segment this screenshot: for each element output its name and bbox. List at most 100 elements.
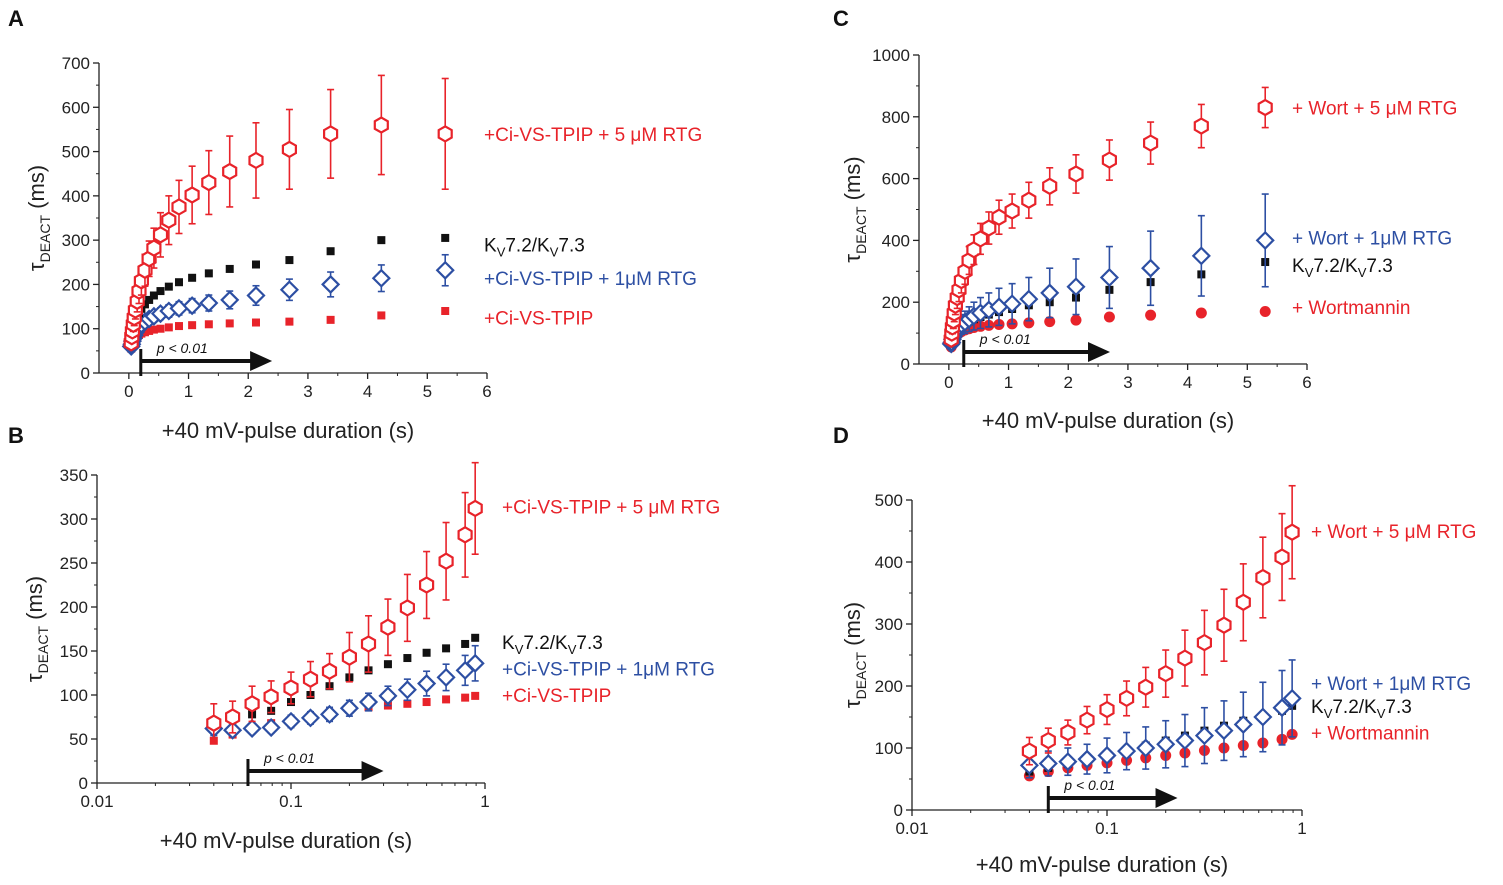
data-point: [1021, 191, 1037, 209]
data-point: [471, 691, 480, 700]
data-point: [467, 499, 483, 518]
x-axis-title: +40 mV-pulse duration (s): [976, 852, 1229, 877]
series--wort-1-m-rtg: [1019, 659, 1302, 779]
data-point: [1103, 311, 1115, 323]
data-point: [145, 326, 154, 335]
x-tick-label: 6: [482, 382, 491, 401]
y-tick-label: 0: [901, 355, 910, 374]
legend-rest: 7.3: [1385, 697, 1411, 718]
data-point: [1191, 246, 1211, 266]
data-point: [436, 667, 456, 687]
legend-subscript: V: [1377, 706, 1386, 721]
x-tick-label: 1: [480, 792, 489, 811]
data-point: [1099, 700, 1115, 719]
legend-rest: 7.2: [523, 633, 549, 654]
y-tick-label: 0: [79, 774, 88, 793]
legend-subscript: V: [515, 642, 524, 657]
y-axis-title-unit: (ms): [840, 156, 865, 206]
panel-d: D 0 100 200 300 400 500 0.01 0.1 1 +40 mV-pulse du…: [833, 423, 1476, 877]
x-tick-label: 1: [1004, 373, 1013, 392]
panel-letter: C: [833, 6, 849, 31]
data-point: [146, 239, 162, 257]
data-point: [222, 162, 238, 181]
data-point: [1004, 202, 1020, 220]
y-tick-label: 800: [882, 108, 910, 127]
data-point: [465, 653, 485, 673]
series--ci-vs-tpip-1-m-rtg: [204, 644, 485, 740]
x-tick-label: 1: [1297, 819, 1306, 838]
legend-subscript: V: [497, 245, 506, 260]
data-point: [442, 644, 451, 653]
data-point: [1040, 731, 1056, 750]
data-point: [360, 635, 377, 653]
data-point: [1282, 688, 1302, 708]
data-point: [152, 226, 169, 244]
data-point: [156, 287, 165, 296]
data-point: [1118, 689, 1135, 708]
data-point: [323, 125, 339, 143]
data-point: [383, 660, 392, 669]
data-point: [435, 260, 455, 280]
data-point: [225, 264, 234, 273]
y-axis-title: τDEACT (ms): [840, 602, 869, 708]
data-point: [1145, 309, 1157, 321]
y-axis-title: τDEACT (ms): [840, 156, 869, 262]
data-point: [1284, 523, 1300, 541]
data-point: [1175, 731, 1195, 751]
legend-rest: 7.3: [1366, 256, 1392, 277]
data-point: [204, 269, 213, 278]
data-point: [1196, 633, 1213, 652]
data-point: [188, 321, 197, 330]
legend-rest: 7.3: [558, 236, 584, 257]
data-point: [397, 680, 417, 700]
legend-label: +Ci-VS-TPIP + 5 μM RTG: [502, 498, 720, 519]
x-tick-label: 3: [303, 382, 312, 401]
data-point: [263, 688, 279, 706]
x-tick-label: 2: [1063, 373, 1072, 392]
data-point: [182, 296, 202, 316]
x-tick-label: 0.01: [80, 792, 113, 811]
data-point: [1038, 753, 1058, 774]
legend-rest: 7.2: [1332, 697, 1358, 718]
legend-label: KV7.2/KV7.3: [502, 633, 603, 657]
data-point: [261, 718, 281, 738]
data-point: [1002, 294, 1022, 314]
series--ci-vs-tpip-5-m-rtg: [206, 461, 483, 744]
y-tick-label: 400: [882, 231, 910, 250]
data-point: [285, 317, 294, 326]
data-point: [156, 324, 165, 333]
data-point: [399, 599, 415, 617]
legend-label: + Wort + 1μM RTG: [1311, 674, 1471, 695]
data-point: [1141, 258, 1161, 278]
legend-label: +Ci-VS-TPIP: [484, 309, 593, 330]
y-axis-title-symbol: τ: [840, 254, 865, 263]
legend-label: + Wort + 1μM RTG: [1292, 228, 1452, 249]
y-axis-title-symbol: τ: [840, 699, 865, 708]
data-point: [164, 323, 173, 332]
series--ci-vs-tpip-5-m-rtg: [123, 74, 453, 352]
data-point: [1193, 117, 1209, 135]
data-point: [251, 318, 260, 327]
legend-label: + Wortmannin: [1292, 298, 1410, 319]
data-point: [1274, 548, 1290, 566]
data-point: [358, 692, 379, 712]
data-point: [1058, 752, 1078, 772]
x-axis-title: +40 mV-pulse duration (s): [982, 408, 1235, 433]
data-point: [1060, 723, 1076, 742]
panel-a: A 0 100 200 300 400 500 600 700 0 1 2 3 4 5 6 +40 mV-pul…: [8, 6, 702, 443]
data-point: [220, 290, 240, 310]
data-point: [1142, 134, 1159, 152]
data-point: [1136, 738, 1156, 758]
pvalue-label: p < 0.01: [263, 750, 315, 766]
y-axis-title: τDEACT (ms): [22, 576, 51, 682]
data-point: [437, 125, 453, 143]
legend-k: K: [502, 633, 515, 654]
data-point: [1177, 649, 1193, 667]
pvalue-label: p < 0.01: [979, 331, 1031, 347]
data-point: [403, 654, 412, 663]
legend-label: +Ci-VS-TPIP: [502, 686, 611, 707]
data-point: [1216, 616, 1232, 634]
y-tick-label: 50: [69, 730, 88, 749]
data-point: [1156, 734, 1176, 754]
